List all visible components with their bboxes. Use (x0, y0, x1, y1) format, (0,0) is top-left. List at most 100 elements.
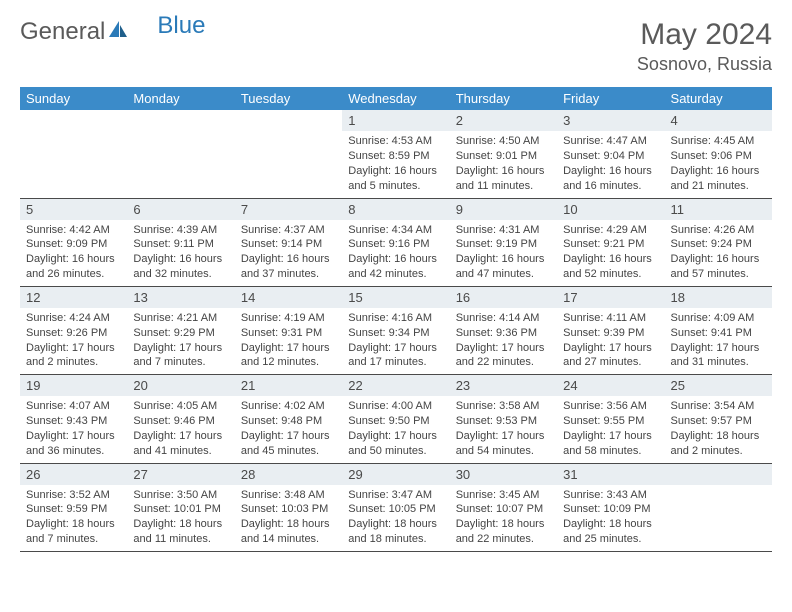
calendar-cell: 26Sunrise: 3:52 AMSunset: 9:59 PMDayligh… (20, 463, 127, 551)
day-details: Sunrise: 4:00 AMSunset: 9:50 PMDaylight:… (342, 396, 449, 462)
day-details: Sunrise: 3:47 AMSunset: 10:05 PMDaylight… (342, 485, 449, 551)
logo: General Blue (20, 18, 205, 46)
weekday-header: Monday (127, 87, 234, 110)
day-number: 11 (665, 199, 772, 220)
calendar-cell: 31Sunrise: 3:43 AMSunset: 10:09 PMDaylig… (557, 463, 664, 551)
logo-text-blue: Blue (157, 12, 205, 40)
calendar-cell: 23Sunrise: 3:58 AMSunset: 9:53 PMDayligh… (450, 375, 557, 463)
day-details: Sunrise: 4:34 AMSunset: 9:16 PMDaylight:… (342, 220, 449, 286)
weekday-header: Tuesday (235, 87, 342, 110)
calendar-cell: 18Sunrise: 4:09 AMSunset: 9:41 PMDayligh… (665, 286, 772, 374)
day-number: 12 (20, 287, 127, 308)
day-details: Sunrise: 4:16 AMSunset: 9:34 PMDaylight:… (342, 308, 449, 374)
day-details: Sunrise: 4:53 AMSunset: 8:59 PMDaylight:… (342, 131, 449, 197)
calendar-cell: 15Sunrise: 4:16 AMSunset: 9:34 PMDayligh… (342, 286, 449, 374)
day-details: Sunrise: 3:52 AMSunset: 9:59 PMDaylight:… (20, 485, 127, 551)
day-details: Sunrise: 3:56 AMSunset: 9:55 PMDaylight:… (557, 396, 664, 462)
day-number: 17 (557, 287, 664, 308)
calendar-cell: 7Sunrise: 4:37 AMSunset: 9:14 PMDaylight… (235, 198, 342, 286)
day-details: Sunrise: 4:29 AMSunset: 9:21 PMDaylight:… (557, 220, 664, 286)
day-number: 31 (557, 464, 664, 485)
day-number: 19 (20, 375, 127, 396)
calendar-cell: 29Sunrise: 3:47 AMSunset: 10:05 PMDaylig… (342, 463, 449, 551)
day-details: Sunrise: 3:45 AMSunset: 10:07 PMDaylight… (450, 485, 557, 551)
calendar-cell: 13Sunrise: 4:21 AMSunset: 9:29 PMDayligh… (127, 286, 234, 374)
day-details: Sunrise: 3:58 AMSunset: 9:53 PMDaylight:… (450, 396, 557, 462)
calendar-cell: 19Sunrise: 4:07 AMSunset: 9:43 PMDayligh… (20, 375, 127, 463)
day-number: 18 (665, 287, 772, 308)
day-details: Sunrise: 4:07 AMSunset: 9:43 PMDaylight:… (20, 396, 127, 462)
day-number: 20 (127, 375, 234, 396)
day-details: Sunrise: 4:05 AMSunset: 9:46 PMDaylight:… (127, 396, 234, 462)
day-number: 24 (557, 375, 664, 396)
day-number: 8 (342, 199, 449, 220)
day-details: Sunrise: 4:19 AMSunset: 9:31 PMDaylight:… (235, 308, 342, 374)
weekday-header: Wednesday (342, 87, 449, 110)
logo-text-general: General (20, 18, 105, 46)
day-details: Sunrise: 4:21 AMSunset: 9:29 PMDaylight:… (127, 308, 234, 374)
calendar-cell: 20Sunrise: 4:05 AMSunset: 9:46 PMDayligh… (127, 375, 234, 463)
day-number: 28 (235, 464, 342, 485)
day-number: 22 (342, 375, 449, 396)
day-details: Sunrise: 4:42 AMSunset: 9:09 PMDaylight:… (20, 220, 127, 286)
calendar-cell: 30Sunrise: 3:45 AMSunset: 10:07 PMDaylig… (450, 463, 557, 551)
calendar-cell: 6Sunrise: 4:39 AMSunset: 9:11 PMDaylight… (127, 198, 234, 286)
weekday-header: Thursday (450, 87, 557, 110)
day-details: Sunrise: 4:50 AMSunset: 9:01 PMDaylight:… (450, 131, 557, 197)
day-number: 26 (20, 464, 127, 485)
day-number: 16 (450, 287, 557, 308)
calendar-header-row: SundayMondayTuesdayWednesdayThursdayFrid… (20, 87, 772, 110)
day-details: Sunrise: 3:43 AMSunset: 10:09 PMDaylight… (557, 485, 664, 551)
calendar-cell: 4Sunrise: 4:45 AMSunset: 9:06 PMDaylight… (665, 110, 772, 198)
calendar-cell (665, 463, 772, 551)
weekday-header: Saturday (665, 87, 772, 110)
day-details: Sunrise: 4:31 AMSunset: 9:19 PMDaylight:… (450, 220, 557, 286)
day-number: 25 (665, 375, 772, 396)
calendar-cell: 3Sunrise: 4:47 AMSunset: 9:04 PMDaylight… (557, 110, 664, 198)
calendar-cell: 28Sunrise: 3:48 AMSunset: 10:03 PMDaylig… (235, 463, 342, 551)
calendar-cell: 16Sunrise: 4:14 AMSunset: 9:36 PMDayligh… (450, 286, 557, 374)
day-number: 14 (235, 287, 342, 308)
day-details: Sunrise: 3:50 AMSunset: 10:01 PMDaylight… (127, 485, 234, 551)
calendar-cell: 5Sunrise: 4:42 AMSunset: 9:09 PMDaylight… (20, 198, 127, 286)
day-number: 9 (450, 199, 557, 220)
calendar-cell: 9Sunrise: 4:31 AMSunset: 9:19 PMDaylight… (450, 198, 557, 286)
day-details: Sunrise: 4:45 AMSunset: 9:06 PMDaylight:… (665, 131, 772, 197)
day-details: Sunrise: 4:02 AMSunset: 9:48 PMDaylight:… (235, 396, 342, 462)
weekday-header: Friday (557, 87, 664, 110)
day-details: Sunrise: 4:26 AMSunset: 9:24 PMDaylight:… (665, 220, 772, 286)
day-details: Sunrise: 4:39 AMSunset: 9:11 PMDaylight:… (127, 220, 234, 286)
day-number: 10 (557, 199, 664, 220)
day-number: 27 (127, 464, 234, 485)
day-number: 21 (235, 375, 342, 396)
calendar-cell: 25Sunrise: 3:54 AMSunset: 9:57 PMDayligh… (665, 375, 772, 463)
weekday-header: Sunday (20, 87, 127, 110)
calendar-cell: 24Sunrise: 3:56 AMSunset: 9:55 PMDayligh… (557, 375, 664, 463)
day-number: 13 (127, 287, 234, 308)
calendar-cell: 22Sunrise: 4:00 AMSunset: 9:50 PMDayligh… (342, 375, 449, 463)
day-number: 4 (665, 110, 772, 131)
calendar-cell: 12Sunrise: 4:24 AMSunset: 9:26 PMDayligh… (20, 286, 127, 374)
calendar-cell (235, 110, 342, 198)
location-label: Sosnovo, Russia (637, 54, 772, 75)
calendar-cell: 11Sunrise: 4:26 AMSunset: 9:24 PMDayligh… (665, 198, 772, 286)
day-number: 6 (127, 199, 234, 220)
day-number: 23 (450, 375, 557, 396)
day-number: 30 (450, 464, 557, 485)
day-number: 2 (450, 110, 557, 131)
day-details: Sunrise: 3:54 AMSunset: 9:57 PMDaylight:… (665, 396, 772, 462)
calendar-cell: 8Sunrise: 4:34 AMSunset: 9:16 PMDaylight… (342, 198, 449, 286)
day-number: 1 (342, 110, 449, 131)
calendar-cell: 10Sunrise: 4:29 AMSunset: 9:21 PMDayligh… (557, 198, 664, 286)
day-number: 29 (342, 464, 449, 485)
sail-icon (107, 18, 129, 46)
calendar-cell: 1Sunrise: 4:53 AMSunset: 8:59 PMDaylight… (342, 110, 449, 198)
day-number: 5 (20, 199, 127, 220)
header: General Blue May 2024 Sosnovo, Russia (20, 18, 772, 75)
calendar-table: SundayMondayTuesdayWednesdayThursdayFrid… (20, 87, 772, 552)
day-details: Sunrise: 4:09 AMSunset: 9:41 PMDaylight:… (665, 308, 772, 374)
day-details: Sunrise: 4:11 AMSunset: 9:39 PMDaylight:… (557, 308, 664, 374)
day-number: 3 (557, 110, 664, 131)
calendar-cell: 21Sunrise: 4:02 AMSunset: 9:48 PMDayligh… (235, 375, 342, 463)
day-details: Sunrise: 3:48 AMSunset: 10:03 PMDaylight… (235, 485, 342, 551)
